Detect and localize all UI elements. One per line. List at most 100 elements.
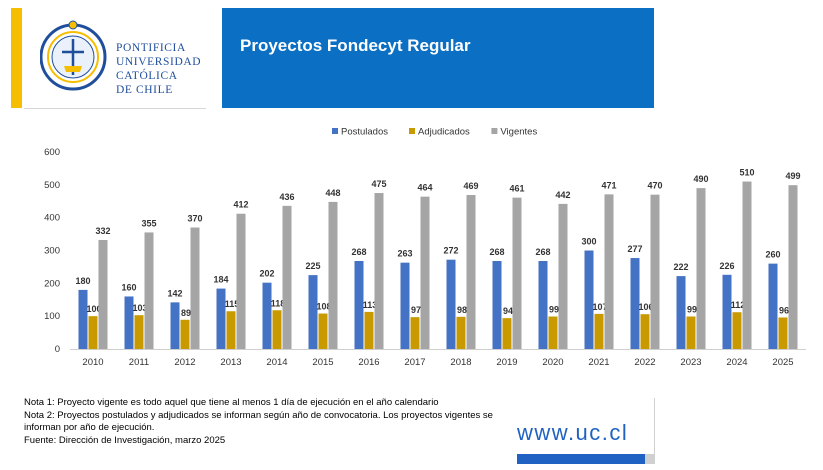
data-label: 332 bbox=[95, 226, 110, 236]
x-tick-label: 2016 bbox=[358, 357, 379, 368]
bar-adjudicados bbox=[88, 316, 98, 349]
university-logo: PONTIFICIA UNIVERSIDAD CATÓLICA DE CHILE bbox=[24, 8, 206, 109]
bar-adjudicados bbox=[364, 311, 374, 349]
source-note: Fuente: Dirección de Investigación, marz… bbox=[24, 434, 226, 446]
bar-vigentes bbox=[466, 195, 476, 349]
data-label: 499 bbox=[785, 171, 800, 181]
data-label: 469 bbox=[463, 181, 478, 191]
data-label: 180 bbox=[75, 276, 90, 286]
data-label: 100 bbox=[86, 304, 101, 314]
bar-adjudicados bbox=[180, 319, 190, 349]
legend-swatch bbox=[491, 128, 498, 134]
title-banner: Proyectos Fondecyt Regular bbox=[222, 8, 654, 108]
bar-adjudicados bbox=[134, 315, 144, 349]
data-label: 98 bbox=[457, 305, 467, 315]
bar-vigentes bbox=[374, 193, 384, 349]
data-label: 96 bbox=[779, 305, 789, 315]
data-label: 448 bbox=[325, 188, 340, 198]
bar-chart: 0 100 200 300 400 500 600 Postulados Adjudicados… bbox=[44, 127, 806, 368]
x-tick-label: 2017 bbox=[404, 357, 425, 368]
bar-adjudicados bbox=[456, 316, 466, 349]
data-label: 106 bbox=[638, 302, 653, 312]
data-label: 113 bbox=[363, 300, 378, 310]
legend-label: Postulados bbox=[341, 127, 388, 138]
data-label: 99 bbox=[687, 304, 697, 314]
bar-postulados bbox=[78, 289, 88, 349]
bar-vigentes bbox=[788, 185, 798, 349]
bar-vigentes bbox=[696, 188, 706, 349]
data-label: 442 bbox=[555, 190, 570, 200]
data-label: 263 bbox=[397, 249, 412, 259]
data-label: 464 bbox=[417, 183, 432, 193]
data-label: 115 bbox=[225, 299, 240, 309]
logo-line-4: DE CHILE bbox=[116, 84, 173, 96]
bar-vigentes bbox=[558, 203, 568, 349]
x-tick-label: 2019 bbox=[496, 357, 517, 368]
data-label: 510 bbox=[739, 168, 754, 178]
data-label: 184 bbox=[213, 275, 228, 285]
bar-adjudicados bbox=[410, 317, 420, 349]
bar-vigentes bbox=[512, 197, 522, 349]
x-tick-label: 2014 bbox=[266, 357, 287, 368]
data-label: 272 bbox=[443, 246, 458, 256]
data-label: 118 bbox=[271, 298, 286, 308]
data-label: 89 bbox=[181, 308, 191, 318]
bar-postulados bbox=[584, 250, 594, 349]
data-label: 142 bbox=[167, 288, 182, 298]
x-tick-label: 2025 bbox=[772, 357, 793, 368]
bar-adjudicados bbox=[502, 318, 512, 349]
website-link[interactable]: www.uc.cl bbox=[517, 420, 629, 445]
bar-vigentes bbox=[98, 239, 108, 349]
data-label: 202 bbox=[259, 269, 274, 279]
data-label: 268 bbox=[489, 247, 504, 257]
bar-postulados bbox=[446, 259, 456, 349]
x-tick-label: 2015 bbox=[312, 357, 333, 368]
data-label: 490 bbox=[693, 174, 708, 184]
y-tick-label: 600 bbox=[44, 147, 60, 158]
y-tick-label: 300 bbox=[44, 246, 60, 257]
bar-vigentes bbox=[650, 194, 660, 349]
bar-adjudicados bbox=[732, 312, 742, 349]
data-label: 355 bbox=[141, 218, 156, 228]
data-label: 108 bbox=[316, 302, 331, 312]
data-label: 103 bbox=[132, 303, 147, 313]
bar-adjudicados bbox=[548, 316, 558, 349]
bar-postulados bbox=[400, 262, 410, 349]
y-tick-label: 200 bbox=[44, 278, 60, 289]
page-title: Proyectos Fondecyt Regular bbox=[240, 36, 471, 55]
notes-block: Nota 1: Proyecto vigente es todo aquel q… bbox=[24, 397, 504, 447]
bar-adjudicados bbox=[778, 317, 788, 349]
data-label: 226 bbox=[719, 261, 734, 271]
x-tick-label: 2011 bbox=[129, 357, 149, 368]
footer-accent bbox=[517, 454, 645, 464]
bar-vigentes bbox=[282, 205, 292, 349]
bar-postulados bbox=[676, 276, 686, 349]
bar-adjudicados bbox=[594, 313, 604, 349]
note-1: Nota 1: Proyecto vigente es todo aquel q… bbox=[24, 397, 439, 408]
bar-postulados bbox=[262, 282, 272, 349]
header-accent-bar bbox=[11, 8, 22, 108]
data-label: 436 bbox=[279, 192, 294, 202]
bar-postulados bbox=[308, 275, 318, 349]
note-2: Nota 2: Proyectos postulados y adjudicad… bbox=[24, 409, 493, 434]
legend-label: Adjudicados bbox=[418, 127, 470, 138]
data-label: 107 bbox=[592, 302, 607, 312]
x-tick-label: 2021 bbox=[588, 357, 609, 368]
data-label: 277 bbox=[627, 244, 642, 254]
legend-label: Vigentes bbox=[500, 127, 537, 138]
x-tick-label: 2023 bbox=[680, 357, 701, 368]
bar-postulados bbox=[722, 274, 732, 349]
data-label: 160 bbox=[121, 282, 136, 292]
bar-postulados bbox=[538, 261, 548, 349]
bar-vigentes bbox=[742, 181, 752, 349]
bar-postulados bbox=[768, 263, 778, 349]
bar-adjudicados bbox=[686, 316, 696, 349]
x-tick-label: 2018 bbox=[450, 357, 471, 368]
bar-vigentes bbox=[604, 194, 614, 349]
logo-line-1: PONTIFICIA bbox=[116, 42, 186, 54]
data-label: 99 bbox=[549, 304, 559, 314]
x-tick-label: 2010 bbox=[82, 357, 103, 368]
data-label: 225 bbox=[305, 261, 320, 271]
data-label: 300 bbox=[581, 237, 596, 247]
x-tick-label: 2022 bbox=[634, 357, 655, 368]
